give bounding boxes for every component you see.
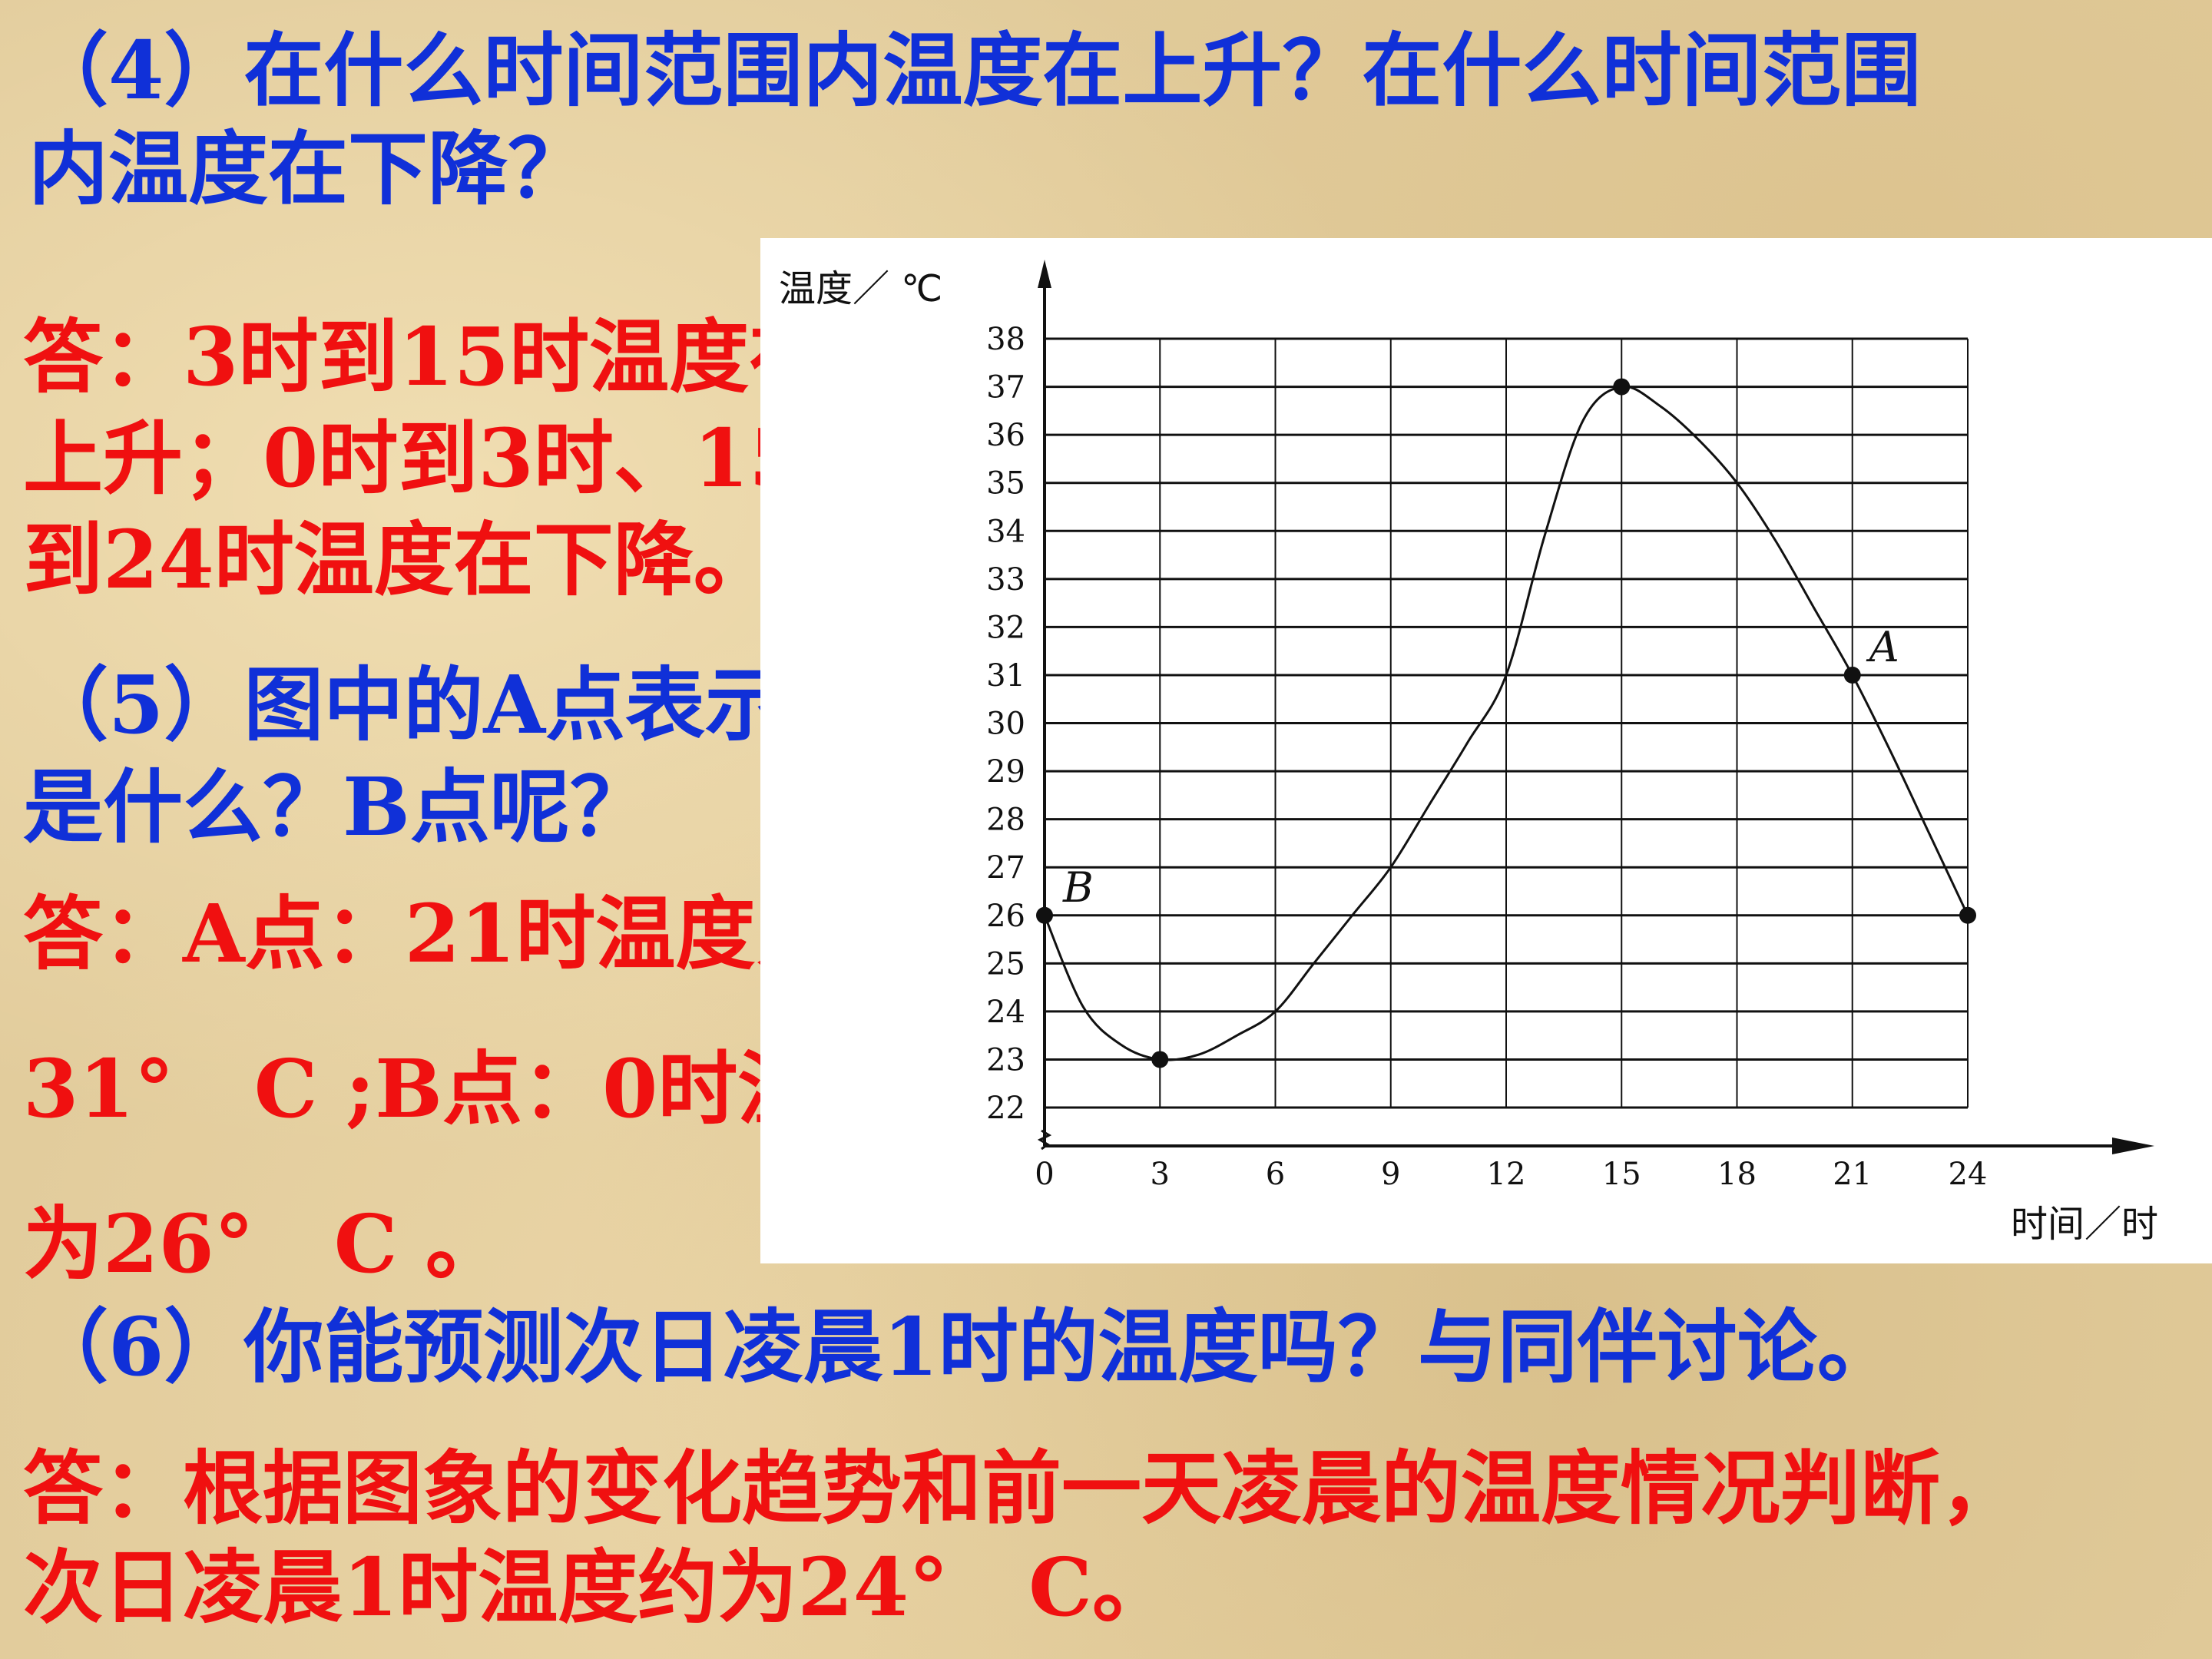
question-6-line-1: （6）你能预测次日凌晨1时的温度吗？与同伴讨论。 xyxy=(28,1300,1897,1394)
y-tick-label: 24 xyxy=(986,995,1025,1030)
x-tick-label: 12 xyxy=(1487,1157,1526,1192)
answer-4-line-2: 上升；0时到3时、15时 xyxy=(23,411,885,505)
data-point xyxy=(1151,1051,1169,1068)
question-5-line-1: （5）图中的A点表示的 xyxy=(28,657,866,752)
y-tick-label: 31 xyxy=(986,658,1025,694)
question-4-line-2: 内温度在下降？ xyxy=(28,121,588,216)
y-tick-label: 34 xyxy=(986,514,1025,549)
y-tick-label: 32 xyxy=(986,610,1025,645)
x-tick-label: 0 xyxy=(1035,1157,1054,1192)
y-tick-label: 36 xyxy=(986,418,1025,453)
temperature-curve xyxy=(1043,385,1969,1061)
y-tick-label: 23 xyxy=(986,1042,1025,1078)
point-label-b: B xyxy=(1062,863,1094,912)
x-axis-label: 时间／时 xyxy=(2011,1203,2158,1246)
y-tick-label: 38 xyxy=(986,322,1025,357)
axis-break-icon xyxy=(1037,1129,1052,1151)
y-tick-label: 26 xyxy=(986,899,1025,934)
y-tick-label: 25 xyxy=(986,946,1025,982)
answer-4-line-1: 答：3时到15时温度在 xyxy=(23,310,830,404)
data-point xyxy=(1959,906,1976,924)
answer-6-line-2: 次日凌晨1时温度约为24° C。 xyxy=(23,1540,1172,1634)
question-4-line-1: （4）在什么时间范围内温度在上升？在什么时间范围 xyxy=(28,23,1922,118)
temperature-chart: 温度／ ℃ 时间／时 22 23 24 25 26 27 28 29 30 31 32 33 34 35 3… xyxy=(760,238,2212,1263)
y-tick-label: 37 xyxy=(986,370,1025,406)
y-axis-arrow-icon xyxy=(1038,260,1051,288)
answer-4-line-3: 到24时温度在下降。 xyxy=(23,512,773,607)
y-tick-label: 35 xyxy=(986,466,1025,502)
x-tick-label: 18 xyxy=(1717,1157,1757,1192)
answer-5-line-2: 31° C ;B点：0时温度 xyxy=(23,1041,898,1136)
answer-5-line-1: 答：A点：21时温度为 xyxy=(23,886,836,981)
chart-svg: 温度／ ℃ 时间／时 22232425262728293031323334353… xyxy=(779,260,2158,1246)
data-point xyxy=(1613,378,1631,396)
y-tick-label: 22 xyxy=(986,1091,1025,1126)
x-tick-label: 6 xyxy=(1266,1157,1285,1192)
x-tick-label: 15 xyxy=(1602,1157,1641,1192)
point-label-a: A xyxy=(1866,623,1899,671)
y-tick-label: 29 xyxy=(986,754,1025,790)
answer-6-line-1: 答：根据图象的变化趋势和前一天凌晨的温度情况判断， xyxy=(23,1441,2021,1535)
question-5-line-2: 是什么？B点呢？ xyxy=(23,760,650,854)
y-tick-label: 30 xyxy=(986,707,1025,742)
y-tick-label: 33 xyxy=(986,562,1025,598)
x-axis-arrow-icon xyxy=(2112,1137,2154,1154)
y-axis-label: 温度／ ℃ xyxy=(779,267,942,310)
y-tick-label: 27 xyxy=(986,850,1025,886)
x-tick-label: 24 xyxy=(1949,1157,1988,1192)
x-tick-label: 21 xyxy=(1833,1157,1872,1192)
answer-5-line-3: 为26° C 。 xyxy=(23,1197,505,1291)
x-tick-label: 3 xyxy=(1151,1157,1170,1192)
x-tick-label: 9 xyxy=(1381,1157,1400,1192)
data-point xyxy=(1843,666,1861,684)
data-point xyxy=(1036,906,1053,924)
y-tick-label: 28 xyxy=(986,803,1025,838)
